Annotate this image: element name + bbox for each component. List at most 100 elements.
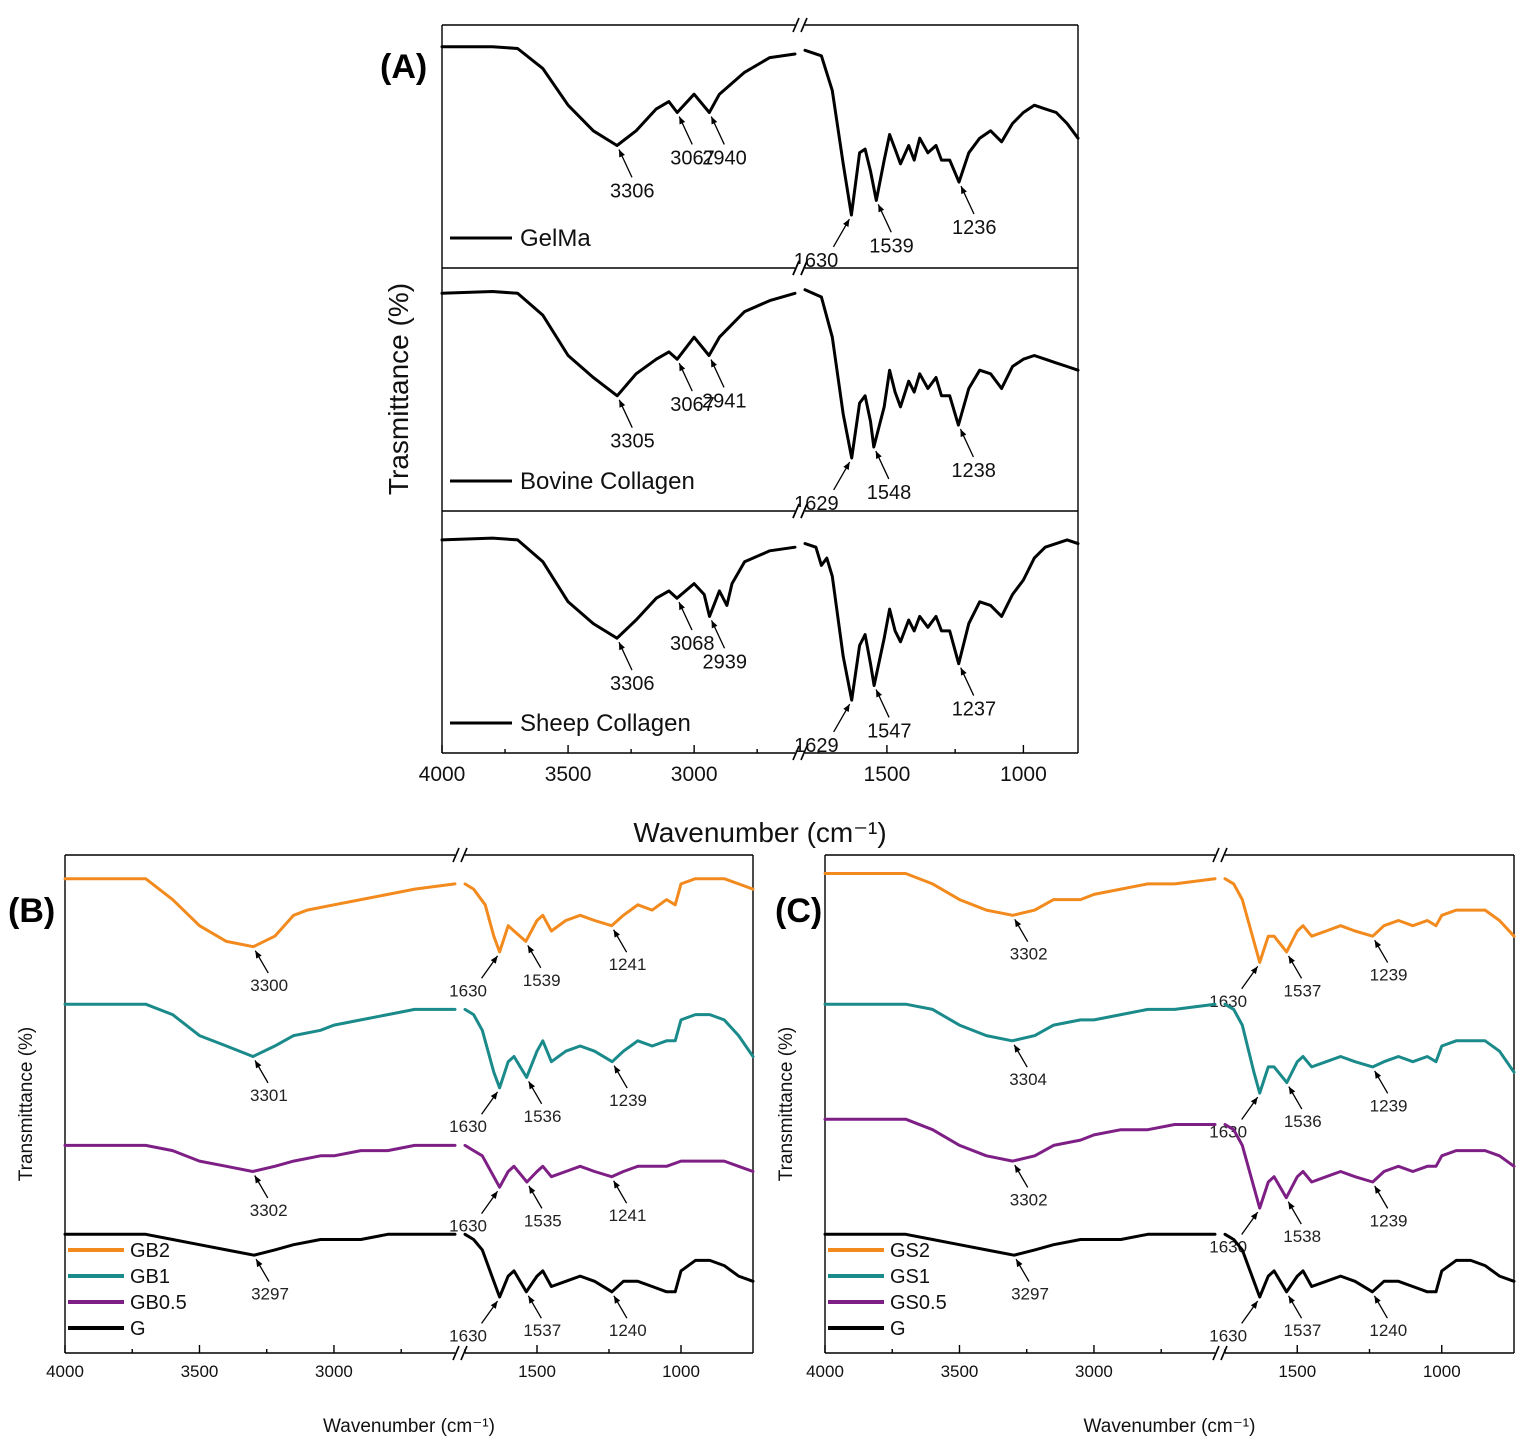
series-gb0-5: 3302 1630 1535 1241 bbox=[63, 1143, 755, 1236]
peak-label: 3301 bbox=[250, 1086, 288, 1105]
x-tick-label: 3000 bbox=[671, 763, 718, 786]
annotation-arrowhead bbox=[1250, 1212, 1258, 1220]
axis-break-mark bbox=[792, 503, 800, 519]
spectrum-line bbox=[823, 1002, 1217, 1043]
x-axis-title: Wavenumber (cm⁻¹) bbox=[323, 1416, 495, 1437]
legend-label: GelMa bbox=[520, 225, 591, 252]
annotation-arrowhead bbox=[1288, 1201, 1295, 1210]
annotation-arrowhead bbox=[1250, 1301, 1258, 1309]
legend-label: GB0.5 bbox=[130, 1292, 187, 1314]
panel-label: (B) bbox=[8, 892, 55, 930]
x-tick-label: 4000 bbox=[46, 1362, 84, 1381]
peak-label: 1630 bbox=[1209, 992, 1247, 1011]
axis-break-mark bbox=[1212, 847, 1220, 863]
annotation-arrowhead bbox=[255, 1060, 262, 1069]
peak-label: 3300 bbox=[250, 976, 288, 995]
peak-label: 1629 bbox=[794, 735, 839, 757]
axis-break-mark bbox=[452, 847, 460, 863]
peak-label: 1239 bbox=[1370, 1211, 1408, 1230]
spectrum-line bbox=[440, 45, 797, 147]
series-g: 3297 1630 1537 1240 bbox=[823, 1232, 1516, 1345]
spectrum-line bbox=[823, 1232, 1217, 1257]
x-tick-label: 3000 bbox=[315, 1362, 353, 1381]
annotation-arrowhead bbox=[843, 219, 850, 227]
peak-label: 1239 bbox=[1370, 966, 1408, 985]
legend-label: G bbox=[130, 1318, 146, 1340]
annotation-arrowhead bbox=[614, 1065, 621, 1074]
spectrum-line bbox=[463, 877, 755, 954]
annotation-arrowhead bbox=[254, 1175, 262, 1184]
annotation-arrowhead bbox=[528, 1185, 536, 1194]
spectrum-line bbox=[463, 1232, 755, 1299]
annotation-arrowhead bbox=[1014, 919, 1022, 928]
annotation-arrowhead bbox=[711, 359, 717, 368]
series-gb1: 3301 1630 1536 1239 bbox=[63, 1002, 755, 1136]
peak-label: 1239 bbox=[609, 1091, 647, 1110]
x-tick-label: 1000 bbox=[662, 1362, 700, 1381]
annotation-arrowhead bbox=[1374, 1185, 1382, 1194]
legend-label: GB2 bbox=[130, 1240, 170, 1262]
annotation-arrowhead bbox=[618, 642, 625, 651]
spectrum-line bbox=[440, 290, 797, 398]
axis-break-mark bbox=[800, 260, 808, 276]
peak-label: 1236 bbox=[952, 217, 997, 239]
annotation-arrowhead bbox=[618, 149, 625, 158]
x-tick-label: 3500 bbox=[545, 763, 592, 786]
annotation-arrowhead bbox=[875, 451, 882, 460]
x-tick-label: 1500 bbox=[864, 763, 911, 786]
axis-break-gap bbox=[795, 264, 805, 272]
spectrum-line bbox=[463, 1143, 755, 1189]
peak-label: 1536 bbox=[524, 1107, 562, 1126]
x-tick-label: 3500 bbox=[181, 1362, 219, 1381]
peak-label: 3305 bbox=[610, 431, 655, 453]
peak-label: 1548 bbox=[867, 482, 912, 504]
legend-label: GB1 bbox=[130, 1266, 170, 1288]
annotation-arrowhead bbox=[490, 1091, 498, 1100]
peak-label: 1547 bbox=[867, 720, 912, 742]
peak-label: 1536 bbox=[1284, 1112, 1322, 1131]
peak-label: 1630 bbox=[1209, 1326, 1247, 1345]
annotation-arrowhead bbox=[528, 1295, 535, 1304]
annotation-arrowhead bbox=[528, 1081, 536, 1090]
peak-label: 1630 bbox=[449, 1217, 487, 1236]
chart-panel-1: 4000 3500 3000 1500 1000 Wavenumber (cm⁻¹) Tra… bbox=[8, 847, 755, 1437]
peak-label: 1535 bbox=[524, 1211, 562, 1230]
annotation-arrowhead bbox=[711, 116, 718, 125]
peak-label: 2940 bbox=[702, 147, 747, 169]
peak-label: 1241 bbox=[609, 955, 647, 974]
series-gb2: 3300 1630 1539 1241 bbox=[63, 877, 755, 1000]
peak-label: 1630 bbox=[449, 981, 487, 1000]
axis-break-gap bbox=[795, 749, 805, 757]
spectrum-line bbox=[1223, 877, 1516, 964]
annotation-arrowhead bbox=[619, 399, 626, 408]
spectrum-line bbox=[63, 1143, 457, 1173]
annotation-arrowhead bbox=[878, 204, 885, 213]
spectrum-line bbox=[823, 1117, 1217, 1163]
peak-label: 1240 bbox=[609, 1321, 647, 1340]
annotation-arrowhead bbox=[613, 929, 620, 938]
axis-break-gap bbox=[455, 851, 465, 859]
legend-label: Sheep Collagen bbox=[520, 710, 691, 737]
annotation-arrowhead bbox=[843, 704, 850, 713]
peak-label: 3297 bbox=[1011, 1285, 1049, 1304]
spectrum-line bbox=[63, 1002, 457, 1058]
axis-break-mark bbox=[800, 503, 808, 519]
annotation-arrowhead bbox=[679, 363, 686, 372]
x-tick-label: 1500 bbox=[518, 1362, 556, 1381]
peak-label: 1239 bbox=[1370, 1096, 1408, 1115]
legend-label: GS1 bbox=[890, 1266, 930, 1288]
peak-label: 1238 bbox=[951, 460, 996, 482]
axis-break-mark bbox=[792, 17, 800, 33]
peak-label: 1539 bbox=[523, 971, 561, 990]
axis-break-gap bbox=[455, 1349, 465, 1357]
spectrum-line bbox=[803, 48, 1080, 217]
chart-panel-2: 4000 3500 3000 1500 1000 Wavenumber (cm⁻¹) Tra… bbox=[775, 847, 1516, 1437]
axis-break-mark bbox=[460, 847, 468, 863]
annotation-arrowhead bbox=[613, 1180, 620, 1189]
legend-label: GS0.5 bbox=[890, 1292, 947, 1314]
annotation-arrowhead bbox=[960, 429, 967, 438]
axis-break-mark bbox=[800, 17, 808, 33]
